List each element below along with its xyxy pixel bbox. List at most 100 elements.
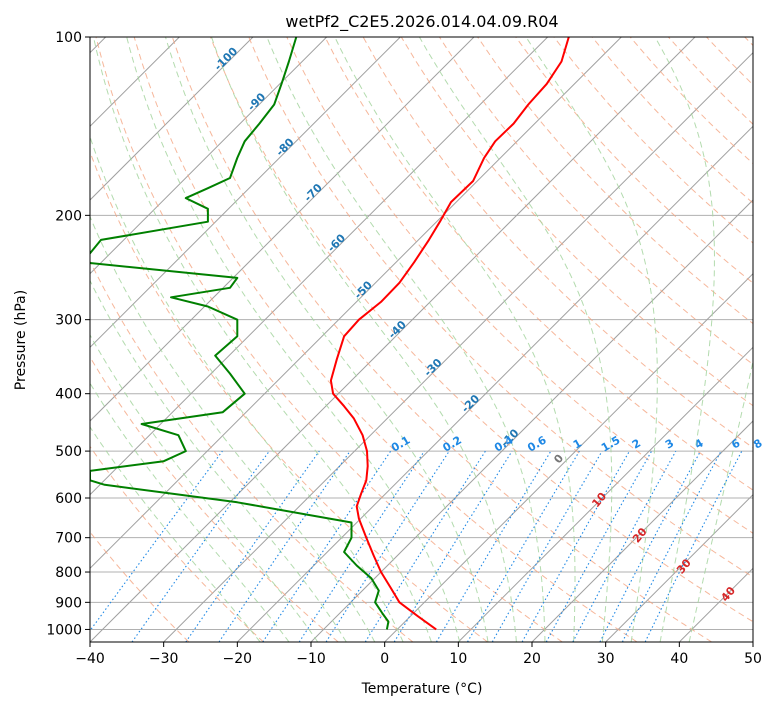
moist-adiabat-label: 30 [674, 556, 694, 576]
dry-adiabat-line [286, 37, 753, 534]
moist-adiabat-line [165, 37, 489, 642]
y-tick-label: 300 [55, 313, 82, 329]
isotherm-label: -90 [245, 90, 268, 113]
isotherm-line [90, 37, 549, 496]
dry-adiabat-line [324, 37, 753, 491]
mixing-ratio-label: 3 [663, 437, 676, 452]
dry-adiabat-line [591, 37, 753, 204]
temperature-profile-line [329, 37, 570, 631]
dry-adiabat-line [90, 150, 488, 642]
dry-adiabat-line [90, 445, 264, 642]
x-tick-label: 50 [744, 651, 762, 667]
x-tick-label: 40 [670, 651, 688, 667]
moist-adiabat-line [126, 37, 461, 642]
plot-frame [89, 36, 754, 643]
moist-adiabat-label: 40 [718, 584, 738, 604]
dry-adiabat-line [744, 37, 753, 47]
mixing-ratio-line [467, 450, 580, 642]
moist-adiabat-line [266, 37, 546, 642]
y-tick-label: 100 [55, 30, 82, 46]
axes: −40 −30 −20 −10 0 10 20 30 40 5010009008007006005… [46, 30, 762, 667]
moist-adiabat-line [211, 37, 517, 642]
profile-lines [90, 37, 570, 631]
dry-adiabat-line [668, 37, 753, 125]
y-tick-label: 200 [55, 208, 82, 224]
isotherm-line [90, 37, 254, 201]
moist-adiabat-line [525, 37, 658, 642]
x-tick-label: 20 [523, 651, 541, 667]
moist-adiabat-line [90, 279, 347, 642]
mixing-ratio-line [435, 450, 552, 642]
y-tick-label: 400 [55, 387, 82, 403]
dry-adiabat-line [171, 37, 712, 642]
mixing-ratio-line [644, 450, 743, 642]
dry-adiabat-line [95, 37, 563, 642]
x-tick-label: −10 [296, 651, 326, 667]
isotherm-label: -70 [302, 181, 325, 204]
moist-adiabat-line [418, 37, 613, 642]
x-tick-label: 30 [597, 651, 615, 667]
isotherm-line [90, 37, 622, 570]
y-tick-label: 900 [55, 595, 82, 611]
isotherm-line [752, 641, 753, 642]
moist-adiabat-line [654, 37, 716, 642]
moist-adiabat-line [93, 37, 432, 642]
y-tick-label: 600 [55, 491, 82, 507]
isotherm-label: -40 [386, 318, 409, 341]
dry-adiabat-line [210, 37, 753, 623]
mixing-ratio-line [90, 450, 223, 632]
isotherm-line [90, 37, 696, 642]
mixing-ratio-line [325, 450, 450, 642]
mixing-ratio-line [521, 450, 630, 642]
y-tick-label: 500 [55, 444, 82, 460]
moist-adiabat-line [90, 215, 376, 642]
dry-adiabat-line [706, 37, 753, 86]
moist-adiabat-line [334, 37, 576, 642]
moist-adiabat-line [688, 359, 753, 642]
dry-adiabat-line [90, 356, 339, 642]
moist-adiabat-line [90, 135, 404, 642]
mixing-ratio-line [218, 450, 351, 642]
dry-adiabat-line [477, 37, 753, 325]
isotherm-label: -50 [352, 278, 375, 301]
isotherm-line [531, 420, 753, 642]
mixing-ratio-line [599, 450, 701, 642]
background-line-labels: -100-90-80-70-60-50-40-30-20-100.1 0.2 0.4… [212, 44, 765, 604]
x-tick-label: −20 [223, 651, 253, 667]
x-tick-label: 10 [449, 651, 467, 667]
y-tick-label: 800 [55, 565, 82, 581]
dry-adiabat-line [515, 37, 753, 284]
isotherm-line [90, 37, 475, 422]
dewpoint-profile-line [90, 37, 390, 630]
isotherm-label: -60 [325, 231, 348, 254]
isotherm-line [90, 37, 401, 349]
moist-adiabat-line [90, 426, 261, 642]
isotherm-line [678, 567, 753, 642]
mixing-ratio-line [545, 450, 653, 642]
background-lines [90, 37, 753, 642]
y-tick-label: 700 [55, 531, 82, 547]
mixing-ratio-line [131, 450, 270, 642]
mixing-ratio-line [572, 450, 677, 642]
isotherm-line [605, 493, 753, 642]
mixing-ratio-line [298, 450, 425, 642]
dry-adiabat-line [553, 37, 753, 244]
mixing-ratio-line [262, 450, 392, 642]
chart-title: wetPf2_C2E5.2026.014.04.09.R04 [285, 12, 558, 32]
moist-adiabat-label: 0 [551, 452, 566, 466]
mixing-ratio-label: 2 [630, 437, 643, 452]
isotherm-label: -30 [421, 356, 444, 379]
isotherm-label: -20 [459, 392, 482, 415]
moist-adiabat-label: 10 [589, 490, 609, 510]
moist-adiabat-line [90, 382, 290, 642]
isotherm-line [457, 346, 753, 642]
isotherm-line [310, 199, 753, 642]
isotherm-line [163, 51, 753, 642]
isotherm-label: -80 [273, 135, 296, 158]
x-tick-label: −40 [75, 651, 105, 667]
x-tick-label: 0 [380, 651, 389, 667]
x-axis-label: Temperature (°C) [361, 681, 483, 697]
y-axis-label: Pressure (hPa) [13, 290, 29, 390]
dry-adiabat-line [248, 37, 753, 578]
